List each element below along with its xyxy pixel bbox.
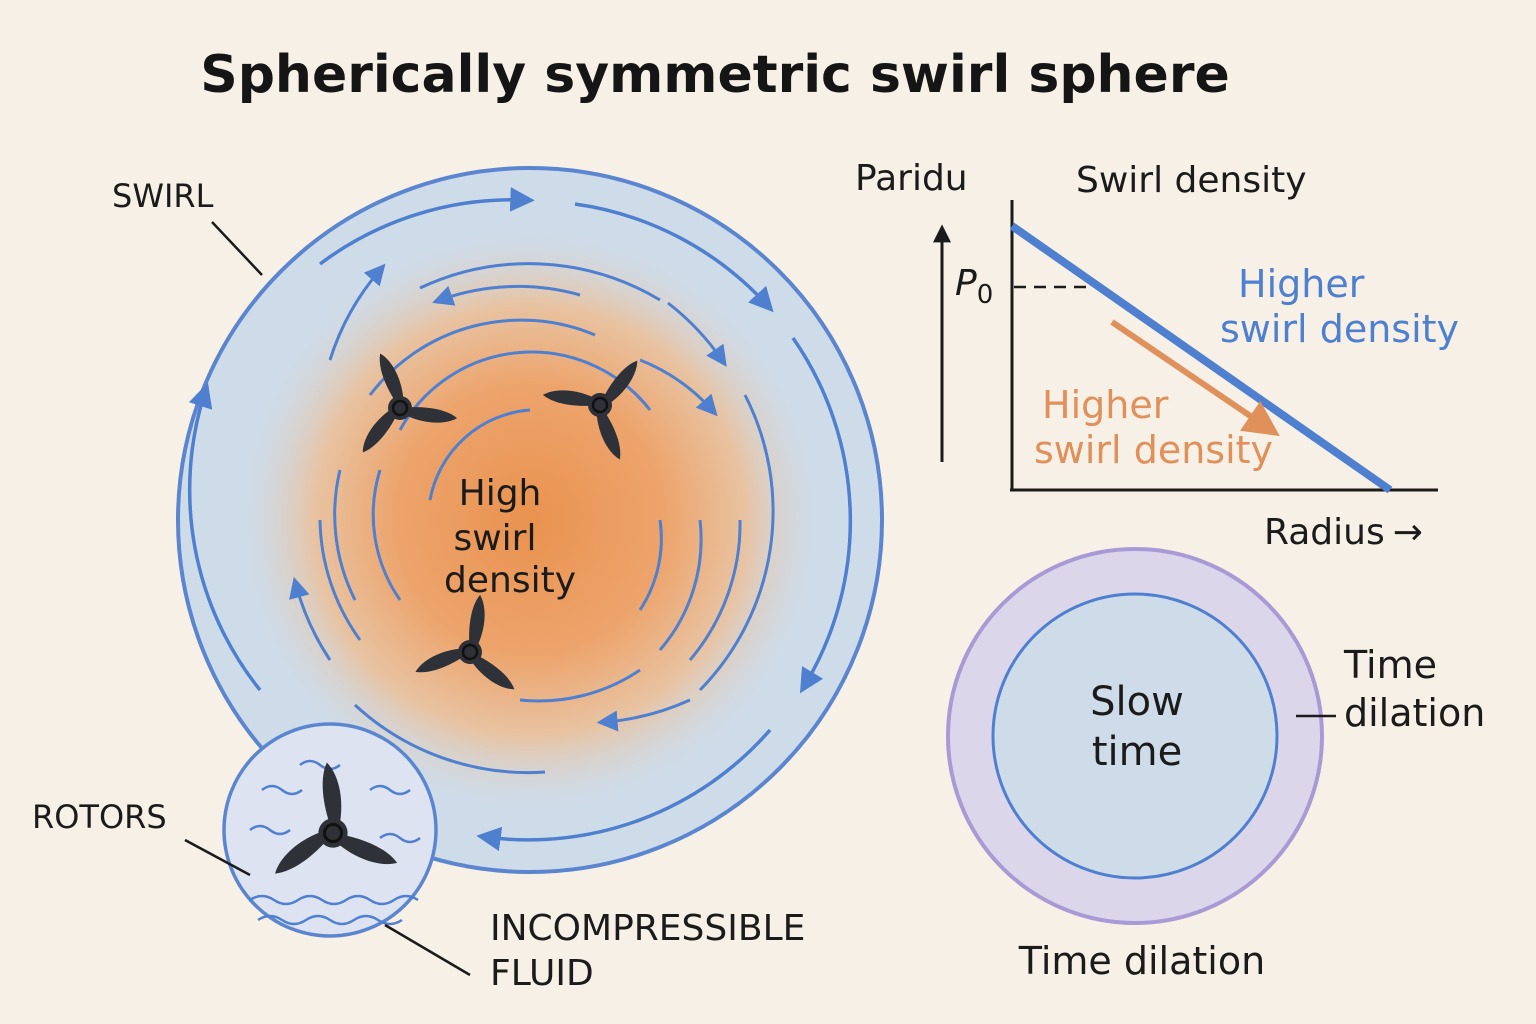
blue-annotation-line: Higher [1238,262,1365,306]
swirl-arrow [328,263,386,361]
swirl-arrow [318,187,535,266]
swirl-sphere: High swirl density SWIRL ROTORS INCOMPRE… [32,166,884,994]
side-label-line: Time [1343,643,1437,687]
swirl-leader-line [211,221,263,276]
core-label-line: swirl [453,518,536,559]
blue-annotation-line: swirl density [1220,307,1459,351]
fluid-label-line: INCOMPRESSIBLE [490,908,805,949]
swirl-arrow [432,284,581,306]
swirl-arrow [639,358,718,417]
swirl-arc [519,668,641,703]
swirl-arc [333,469,357,601]
swirl-arrow [791,337,853,694]
swirl-arc [419,262,661,302]
fluid-leader-line [384,923,471,977]
x-axis-label: Radius → [1264,512,1423,553]
swirl-arc [353,703,546,775]
side-label-line: dilation [1344,691,1485,735]
graph-title: Swirl density [1076,160,1307,201]
swirl-arc [318,519,362,641]
swirl-arc [638,519,663,611]
fluid-label-line: FLUID [490,953,594,994]
inner-swirl-rings [318,284,742,703]
rotors-leader-line [184,838,251,877]
middle-swirl-ring [289,262,775,775]
rotors-label: ROTORS [32,798,167,836]
core-label-line: High [459,473,542,514]
swirl-arrow [667,301,727,367]
y-axis-label: Paridu [855,158,968,199]
bottom-time-dilation-label: Time dilation [1018,939,1265,983]
swirl-arc [371,469,402,601]
swirl-arrow [476,728,772,852]
swirl-arc [698,394,775,692]
swirl-density-graph: Paridu Swirl density P0 Higher swirl den… [855,158,1459,553]
slow-time-line: Slow [1090,679,1184,725]
swirl-arrow [596,698,691,732]
orange-trend-arrow [1110,319,1280,437]
swirl-arrow [187,382,262,692]
swirl-arc [428,408,531,501]
high-density-core [230,220,830,820]
orange-annotation-line: Higher [1042,383,1169,427]
page-title: Spherically symmetric swirl sphere [200,45,1230,105]
p0-label: P0 [955,263,993,310]
swirl-label: SWIRL [112,177,214,215]
swirl-arc [688,519,742,661]
density-curve [1009,222,1393,494]
core-label-line: density [444,560,576,601]
slow-time-core [991,592,1279,880]
swirl-arc [658,519,703,651]
swirl-arrow [574,202,774,313]
slow-time-line: time [1092,729,1182,775]
rotor-detail-bubble [222,722,438,938]
fluid-waves [249,759,421,926]
swirl-arrow [289,576,332,661]
orange-annotation-line: swirl density [1034,428,1273,472]
time-dilation-diagram: Slow time Time dilation Time dilation [946,547,1485,983]
outer-swirl-ring [187,187,853,852]
